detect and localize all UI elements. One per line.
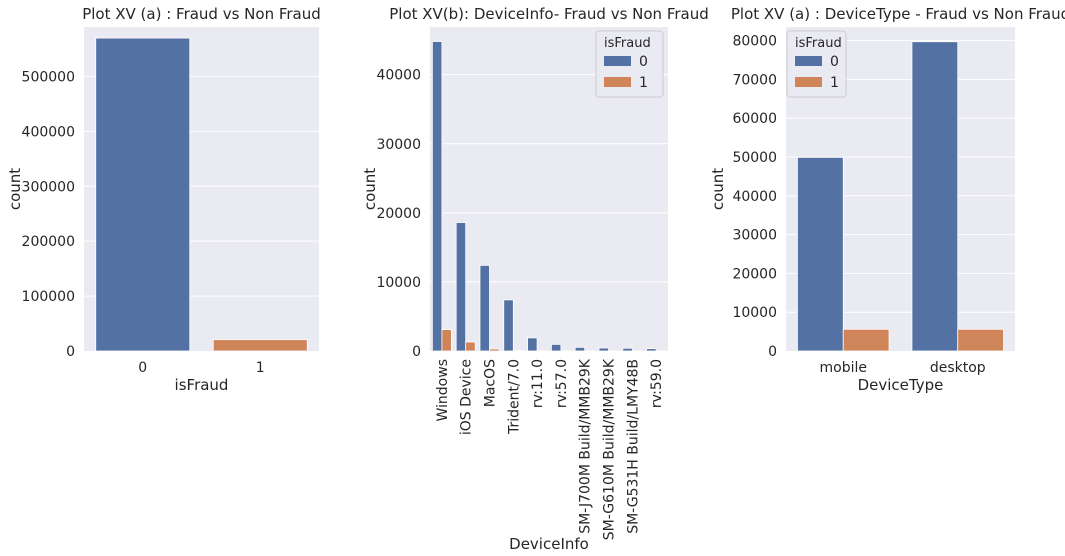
chart2-bar-0-6 [574, 346, 586, 352]
chart2-y-tick-label: 0 [412, 344, 421, 360]
chart1-y-tick-label: 0 [66, 344, 75, 360]
chart2-y-tick-label: 10000 [376, 275, 421, 291]
chart3-y-tick-label: 60000 [732, 111, 777, 127]
chart2-y-tick-label: 30000 [376, 137, 421, 153]
chart3-y-tick-label: 0 [768, 344, 777, 360]
chart2-x-tick-label: rv:57.0 [554, 359, 570, 408]
chart3-legend-swatch-0 [795, 56, 822, 66]
chart2-legend-swatch-0 [604, 56, 631, 66]
chart2-bar-0-0 [431, 41, 443, 352]
chart3-y-tick-label: 70000 [732, 72, 777, 88]
chart3-x-axis-label: DeviceType [858, 376, 944, 394]
chart3-y-tick-label: 80000 [732, 34, 777, 50]
chart3-legend-label-1: 1 [830, 75, 839, 91]
chart2-x-tick-label: rv:59.0 [649, 359, 665, 408]
chart2-y-tick-label: 40000 [376, 68, 421, 84]
chart1-x-axis-label: isFraud [175, 376, 229, 394]
chart2-legend-label-1: 1 [639, 75, 648, 91]
chart2-bar-0-1 [455, 222, 467, 352]
chart1-y-tick-label: 300000 [22, 179, 75, 195]
chart1-x-tick-label: 1 [256, 360, 265, 376]
chart1-y-axis-label: count [6, 168, 24, 210]
chart3-x-tick-label: desktop [930, 360, 986, 376]
chart3-bar-1-0 [842, 328, 890, 352]
chart3-bar-1-1 [957, 328, 1004, 352]
chart2-x-tick-label: MacOS [483, 359, 499, 407]
chart3-y-tick-label: 10000 [732, 305, 777, 321]
chart2-y-tick-label: 20000 [376, 206, 421, 222]
chart3-y-tick-label: 20000 [732, 266, 777, 282]
chart2-x-tick-label: SM-J700M Build/MMB29K [578, 358, 594, 534]
chart2-y-axis-label: count [361, 168, 379, 210]
chart1-bar-1 [212, 339, 308, 352]
chart1-y-tick-label: 200000 [22, 234, 75, 250]
chart2-bar-1-2 [489, 348, 500, 352]
chart2-x-tick-label: Windows [435, 359, 451, 422]
chart3-y-tick-label: 40000 [732, 189, 777, 205]
chart3-x-tick-label: mobile [820, 360, 867, 376]
chart2-legend-title: isFraud [604, 36, 651, 51]
chart2-x-tick-label: rv:11.0 [530, 359, 546, 408]
chart3-legend-label-0: 0 [830, 54, 839, 70]
chart2-x-tick-label: iOS Device [459, 359, 475, 435]
chart3-legend-swatch-1 [795, 77, 822, 87]
chart2-bar-1-0 [441, 329, 452, 352]
chart2-bar-0-8 [622, 347, 633, 352]
chart2-legend-swatch-1 [604, 77, 631, 87]
chart2-bar-0-4 [527, 337, 538, 352]
chart2-x-tick-label: SM-G610M Build/MMB29K [602, 358, 618, 540]
chart2-x-tick-label: Trident/7.0 [506, 359, 522, 435]
chart3-y-axis-label: count [709, 168, 727, 210]
chart2-bar-1-3 [512, 349, 524, 352]
chart2-bar-0-9 [646, 348, 657, 352]
chart2-bar-0-2 [479, 264, 490, 352]
chart3-bar-0-0 [797, 156, 844, 352]
chart2-bar-0-5 [550, 343, 562, 352]
chart1-y-tick-label: 500000 [22, 69, 75, 85]
chart3-y-tick-label: 30000 [732, 228, 777, 244]
chart3-legend-title: isFraud [795, 36, 842, 51]
chart1-bar-0 [95, 37, 191, 352]
chart3-y-tick-label: 50000 [732, 150, 777, 166]
chart2-x-axis-label: DeviceInfo [509, 535, 589, 553]
chart3-bar-0-1 [911, 41, 959, 352]
chart2-legend-label-0: 0 [639, 54, 648, 70]
chart1-y-tick-label: 400000 [22, 124, 75, 140]
chart2-x-tick-label: SM-G531H Build/LMY48B [625, 359, 641, 534]
chart2-bar-0-3 [503, 299, 514, 352]
chart1-y-tick-label: 100000 [22, 289, 75, 305]
chart3-title: Plot XV (a) : DeviceType - Fraud vs Non … [731, 5, 1065, 23]
chart2-title: Plot XV(b): DeviceInfo- Fraud vs Non Fra… [389, 5, 709, 23]
chart2-bar-0-7 [598, 347, 609, 352]
chart1-x-tick-label: 0 [138, 360, 147, 376]
chart2-bar-1-1 [465, 341, 476, 352]
chart1-title: Plot XV (a) : Fraud vs Non Fraud [82, 5, 321, 23]
